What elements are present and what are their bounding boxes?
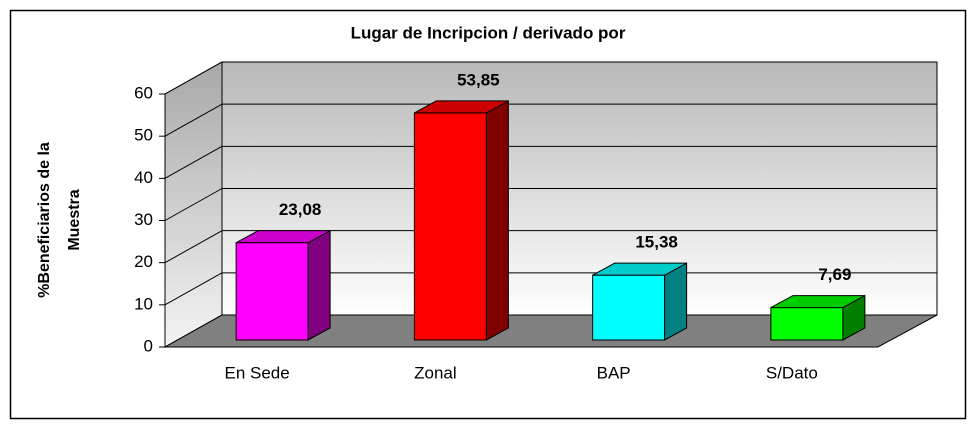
y-tick-label: 10: [134, 294, 153, 313]
grid-line: [164, 103, 223, 137]
grid-line: [164, 61, 223, 95]
plot-area: 0 10 20 30 40 50 60 23,08 En Sede 53,85 Zonal 15,38…: [134, 61, 938, 382]
bar-side: [485, 100, 509, 341]
grid-line: [164, 272, 223, 306]
y-axis-title: %Beneficiarios de la Muestra: [36, 142, 83, 298]
grid-line: [164, 145, 223, 179]
data-label: 23,08: [279, 200, 322, 219]
y-tick-label: 20: [134, 252, 153, 271]
x-tick-label: En Sede: [225, 363, 290, 382]
bar-top: [235, 230, 331, 244]
bar: [770, 307, 844, 341]
chart-title: Lugar de Incripcion / derivado por: [351, 23, 626, 42]
bar-top: [414, 100, 509, 114]
y-tick-label: 50: [134, 126, 153, 145]
y-axis-title-line: %Beneficiarios de la: [36, 142, 53, 298]
bar-side: [664, 262, 688, 341]
y-tick-label: 40: [134, 168, 153, 187]
bar-top: [592, 262, 687, 276]
bar-side: [307, 229, 331, 341]
y-axis-title-line: Muestra: [66, 189, 83, 250]
data-label: 53,85: [457, 70, 500, 89]
y-tick-label: 0: [144, 336, 153, 355]
y-tick-label: 30: [134, 210, 153, 229]
grid-line: [164, 314, 223, 348]
grid-line: [164, 188, 223, 221]
data-label: 7,69: [818, 265, 851, 284]
bar: [413, 112, 487, 341]
data-label: 15,38: [635, 233, 678, 252]
grid-line: [164, 230, 223, 264]
x-tick-label: Zonal: [414, 363, 457, 382]
bar: [592, 274, 666, 341]
bar: [235, 242, 309, 341]
x-tick-label: BAP: [597, 363, 631, 382]
bar-top: [770, 295, 866, 309]
y-tick-label: 60: [134, 83, 153, 102]
x-tick-label: S/Dato: [766, 363, 818, 382]
